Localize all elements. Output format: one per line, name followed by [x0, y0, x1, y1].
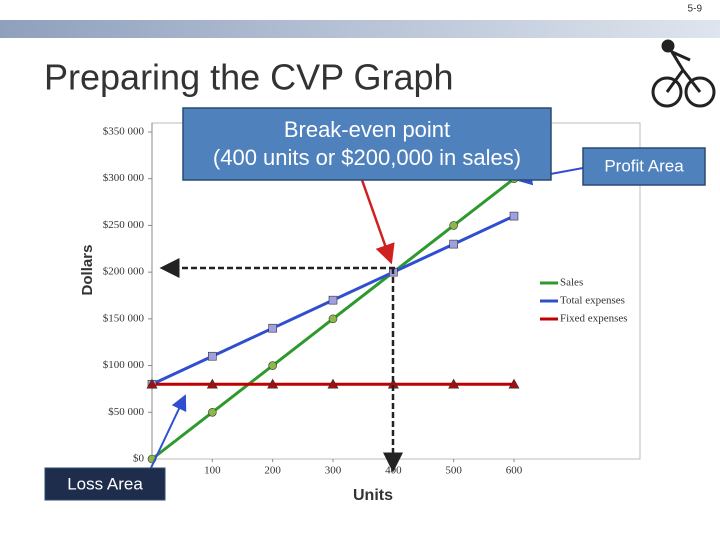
- annotation: Profit Area: [604, 156, 684, 175]
- legend-label: Fixed expenses: [560, 313, 628, 325]
- y-axis-label: Dollars: [79, 245, 96, 296]
- annotation-box: [582, 147, 706, 186]
- y-tick-label: $100 000: [103, 359, 145, 371]
- y-tick-label: $200 000: [103, 266, 145, 278]
- x-axis-label: Units: [353, 487, 393, 504]
- page-number: 5-9: [688, 4, 703, 15]
- point: [206, 378, 218, 389]
- point: [267, 378, 279, 389]
- y-tick-label: $300 000: [103, 172, 145, 184]
- annotation-box: [182, 107, 552, 181]
- y-tick-label: $150 000: [103, 312, 145, 324]
- slide-title: Preparing the CVP Graph: [44, 57, 454, 98]
- cyclist-icon: [651, 39, 716, 108]
- point: [328, 314, 338, 324]
- point: [449, 239, 458, 249]
- y-tick-label: $250 000: [103, 219, 145, 231]
- point: [327, 378, 339, 389]
- y-tick-label: $0: [133, 453, 145, 465]
- point: [328, 295, 338, 305]
- point: [146, 378, 158, 389]
- x-tick-label: 600: [506, 465, 523, 477]
- point: [448, 378, 460, 389]
- x-tick-label: 100: [204, 465, 221, 477]
- point: [449, 221, 458, 230]
- point: [208, 407, 217, 417]
- y-tick-label: $50 000: [108, 406, 144, 418]
- legend-label: Total expenses: [560, 295, 625, 307]
- point: [509, 211, 519, 221]
- point: [268, 361, 277, 370]
- annotation: Loss Area: [67, 474, 143, 493]
- annotation-box: [44, 467, 166, 501]
- point: [508, 378, 520, 389]
- x-tick-label: 500: [445, 465, 462, 477]
- legend-label: Sales: [560, 277, 583, 289]
- x-tick-label: 200: [264, 465, 281, 477]
- arrow: [149, 394, 187, 471]
- x-tick-label: 300: [325, 465, 342, 477]
- arrow: [360, 179, 395, 265]
- point: [208, 351, 217, 361]
- point: [268, 323, 277, 333]
- chart: $0 $50 000 $100 000 $150 000 $200 000 $250 00…: [103, 123, 628, 477]
- annotation: Break-even point: [284, 117, 450, 142]
- annotation: (400 units or $200,000 in sales): [213, 145, 521, 170]
- header-band: [0, 20, 720, 38]
- y-tick-label: $350 000: [103, 126, 145, 138]
